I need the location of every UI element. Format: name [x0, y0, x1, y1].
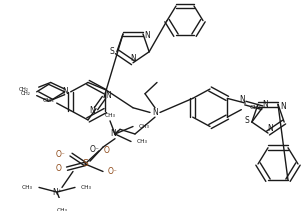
Text: S: S: [109, 47, 114, 56]
Text: O⁻: O⁻: [108, 167, 118, 176]
Text: O⁻: O⁻: [90, 145, 100, 154]
Text: CH₂: CH₂: [19, 87, 29, 92]
Text: CH₃: CH₃: [137, 139, 148, 144]
Text: CH₃: CH₃: [104, 113, 116, 118]
Text: S: S: [245, 116, 249, 125]
Text: N⁺: N⁺: [110, 130, 120, 138]
Text: O: O: [56, 164, 62, 173]
Text: N: N: [62, 87, 67, 96]
Text: N: N: [105, 91, 111, 100]
Text: N: N: [130, 54, 136, 63]
Text: CH₃: CH₃: [22, 185, 33, 190]
Text: N: N: [280, 102, 286, 111]
Text: N: N: [152, 108, 158, 117]
Text: S: S: [82, 160, 88, 169]
Text: CH₃: CH₃: [56, 208, 67, 211]
Text: CH₃: CH₃: [43, 98, 55, 103]
Text: CH₃: CH₃: [139, 124, 150, 129]
Text: O: O: [104, 146, 110, 155]
Text: CH₃: CH₃: [249, 105, 261, 110]
Text: CH₂: CH₂: [21, 91, 31, 96]
Text: CH₃: CH₃: [81, 185, 92, 190]
Text: O⁻: O⁻: [56, 150, 66, 159]
Text: N⁺: N⁺: [52, 188, 62, 197]
Text: N: N: [144, 31, 150, 40]
Text: N: N: [267, 124, 273, 133]
Text: N: N: [89, 106, 95, 115]
Text: N: N: [262, 100, 268, 108]
Text: N: N: [239, 95, 245, 104]
